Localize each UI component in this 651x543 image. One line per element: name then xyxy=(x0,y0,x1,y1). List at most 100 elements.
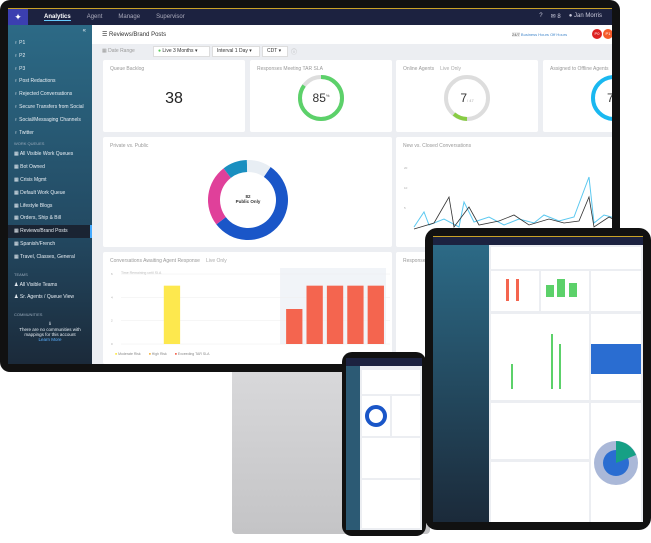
sidebar-item[interactable]: ▦ Bot Owned xyxy=(8,161,92,174)
p0-badge[interactable]: P0 xyxy=(592,29,602,39)
phone-sidebar xyxy=(346,366,360,530)
learn-more-link[interactable]: Learn More xyxy=(38,337,62,343)
communities-heading: COMMUNITIES xyxy=(14,312,43,318)
user-area: ? ✉ 8 ● Jan Morris xyxy=(539,13,602,20)
sidebar-item[interactable]: ▦ All Visible Work Queues xyxy=(8,148,92,161)
phone-screen xyxy=(346,358,422,530)
ytick: 20 xyxy=(404,166,408,170)
queue-backlog-value: 38 xyxy=(165,90,183,107)
work-queues-heading: WORK QUEUES xyxy=(14,141,45,147)
sidebar-item-label: Post Redactions xyxy=(19,78,56,85)
hours-24-7[interactable]: 24/7 xyxy=(512,32,520,37)
queue-backlog-card: Queue Backlog 38 xyxy=(103,60,245,132)
timezone-select[interactable]: CDT ▾ xyxy=(262,46,288,57)
sidebar-item-label: Social/Messaging Channels xyxy=(19,116,81,123)
sidebar-item-label: P3 xyxy=(19,65,26,72)
sidebar-item[interactable]: ♀ Twitter xyxy=(8,127,92,140)
card-title-text: Online Agents xyxy=(403,66,435,72)
sidebar-item[interactable]: ▦ Default Work Queue xyxy=(8,187,92,200)
sidebar-item[interactable]: ♀ P1 xyxy=(8,37,92,50)
donut-slice xyxy=(208,168,231,225)
help-icon[interactable]: ? xyxy=(539,13,543,19)
notifications-icon[interactable]: ✉ 8 xyxy=(550,14,561,20)
sidebar-item-label: Lifestyle Blogs xyxy=(20,202,53,209)
sidebar-item[interactable]: ♀ Secure Transfers from Social xyxy=(8,101,92,114)
bar xyxy=(326,285,344,344)
hours-off[interactable]: Off Hours xyxy=(550,32,568,37)
sidebar-item-label: All Visible Work Queues xyxy=(19,151,74,158)
legend-label: Exceeding TAR SLA xyxy=(177,352,210,356)
tablet-list xyxy=(491,462,589,522)
online-total: / 47 xyxy=(467,98,474,103)
sidebar-item[interactable]: ▦ Orders, Ship & Bill xyxy=(8,212,92,225)
sidebar-item[interactable]: ♀ Social/Messaging Channels xyxy=(8,114,92,127)
sidebar-item[interactable]: ▦ Lifestyle Blogs xyxy=(8,200,92,213)
ytick-label: 4 xyxy=(111,295,113,299)
queue-icon: ▦ xyxy=(14,253,21,260)
sidebar-item-label: Secure Transfers from Social xyxy=(19,103,84,110)
sidebar-item[interactable]: ▦ Spanish/French xyxy=(8,238,92,251)
sidebar-item[interactable]: ♟ All Visible Teams xyxy=(8,279,92,292)
bar xyxy=(306,285,323,344)
sidebar-item[interactable]: ♀ Rejected Conversations xyxy=(8,88,92,101)
sla-card: Responses Meeting TAR SLA 85% xyxy=(250,60,392,132)
tab-analytics[interactable]: Analytics xyxy=(44,13,71,21)
queue-icon: ▦ xyxy=(14,164,21,171)
card-title: Private vs. Public xyxy=(110,143,149,149)
sidebar-item-label: Bot Owned xyxy=(20,164,45,171)
hours-filter[interactable]: 24/7 Business Hours Off Hours xyxy=(512,32,567,37)
sidebar-item-label: P2 xyxy=(19,52,26,59)
legend-label: High Risk xyxy=(151,352,167,356)
info-icon[interactable]: ⓘ xyxy=(291,50,298,56)
sidebar-item-label: Sr. Agents / Queue View xyxy=(19,294,74,301)
phone-chart-card xyxy=(392,396,420,436)
date-range-label[interactable]: ▦ Date Range xyxy=(102,48,135,54)
sidebar-item[interactable]: ▦ Travel, Classes, General xyxy=(8,251,92,264)
sidebar-item-label: Spanish/French xyxy=(20,240,56,247)
sla-unit: % xyxy=(325,93,330,98)
tab-agent[interactable]: Agent xyxy=(86,14,103,20)
p1-badge[interactable]: P1 xyxy=(603,29,612,39)
offline-agents-gauge xyxy=(591,75,612,121)
awaiting-response-card: Conversations Awaiting Agent Response Liv… xyxy=(103,252,392,364)
donut-slice xyxy=(246,160,271,177)
team-icon: ♟ xyxy=(14,294,20,301)
sidebar-item[interactable]: ♟ Sr. Agents / Queue View xyxy=(8,291,92,304)
desktop-screen: ✦ Analytics Agent Manage Supervisor ? ✉ … xyxy=(8,8,612,364)
user-menu[interactable]: ● Jan Morris xyxy=(568,13,602,19)
timezone-value: CDT xyxy=(267,48,278,54)
ytick: 5 xyxy=(404,206,406,210)
card-title: Conversations Awaiting Agent Response Liv… xyxy=(110,258,227,264)
sidebar-item[interactable]: ♀ Post Redactions xyxy=(8,75,92,88)
info-icon: ℹ xyxy=(49,321,51,327)
sidebar-item[interactable]: ▦ Crisis Mgmt xyxy=(8,174,92,187)
sidebar-item[interactable]: ♀ P3 xyxy=(8,63,92,76)
phone-bars-card xyxy=(362,438,420,478)
tab-manage[interactable]: Manage xyxy=(118,14,141,20)
card-title: Online Agents Live Only xyxy=(403,66,461,72)
live-select[interactable]: ● Live 3 Months ▾ xyxy=(153,46,210,57)
sla-number: 85 xyxy=(312,91,326,105)
new-series-line xyxy=(413,176,612,228)
hours-business[interactable]: Business Hours xyxy=(520,32,549,37)
legend-label: Moderate Risk xyxy=(118,352,141,356)
online-agents-gauge xyxy=(444,75,490,121)
offline-agents-card: Assigned to Offline Agents 7 xyxy=(543,60,612,132)
sidebar-item[interactable]: ▦ Reviews/Brand Posts xyxy=(8,225,92,238)
phone-nav xyxy=(346,358,422,366)
sidebar-item-label: Twitter xyxy=(19,129,34,136)
collapse-sidebar-icon[interactable]: « xyxy=(82,28,86,34)
chart-sublabel: Time Remaining until SLA xyxy=(121,271,162,275)
live-only-tag: Live Only xyxy=(205,258,227,264)
donut-value: 82 xyxy=(245,194,251,199)
tag-icon: ♀ xyxy=(14,40,20,46)
queue-icon: ▦ xyxy=(14,202,21,209)
tablet-nav xyxy=(433,236,643,245)
page-title-text: Reviews/Brand Posts xyxy=(109,32,167,38)
sidebar-item-label: Travel, Classes, General xyxy=(20,253,75,260)
top-nav: ✦ Analytics Agent Manage Supervisor ? ✉ … xyxy=(8,8,612,26)
tab-supervisor[interactable]: Supervisor xyxy=(156,14,185,20)
sidebar-item[interactable]: ♀ P2 xyxy=(8,50,92,63)
card-title: New vs. Closed Conversations xyxy=(403,143,472,149)
interval-select[interactable]: Interval 1 Day ▾ xyxy=(212,46,260,57)
